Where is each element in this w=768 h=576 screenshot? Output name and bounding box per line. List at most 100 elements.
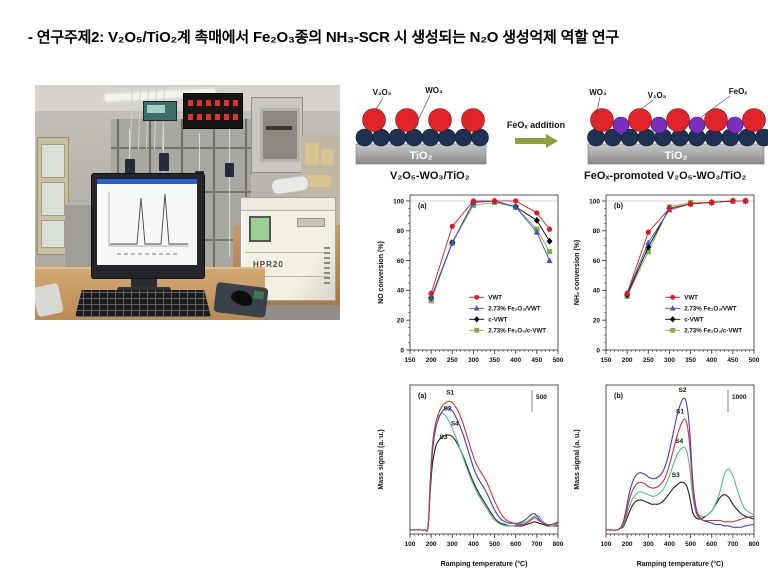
svg-text:500: 500 [685,541,696,548]
svg-text:100: 100 [393,198,404,205]
svg-text:800: 800 [553,541,564,548]
svg-text:NO conversion (%): NO conversion (%) [378,241,385,304]
ms-model-label: HPR20 [253,260,284,269]
svg-text:400: 400 [468,541,479,548]
svg-text:c-VWT: c-VWT [488,317,507,324]
svg-text:80: 80 [593,228,601,235]
svg-text:100: 100 [601,541,612,548]
controller-box [143,101,177,121]
frame-post [213,119,215,287]
svg-text:200: 200 [426,541,437,548]
lab-photo: HPR20 [35,85,340,320]
label-wo3: WO₃ [589,88,607,97]
svg-text:0: 0 [400,347,404,354]
svg-text:(b): (b) [614,203,623,210]
controller-screen [147,105,165,113]
svg-text:300: 300 [664,357,675,364]
svg-text:Ramping temperature (°C): Ramping temperature (°C) [441,560,528,568]
svg-text:300: 300 [643,541,654,548]
gas-tube [229,127,230,257]
svg-text:NH₃ conversion (%): NH₃ conversion (%) [574,240,581,305]
svg-text:300: 300 [447,541,458,548]
svg-text:300: 300 [468,357,479,364]
svg-text:60: 60 [397,258,405,265]
mass-signal-chart-a: 100 200 300 400 500 600 700 800 Mass signal (a. … [378,384,564,568]
led-readout [188,100,238,106]
svg-text:800: 800 [749,541,760,548]
svg-text:S1: S1 [676,408,684,415]
svg-text:500: 500 [536,394,547,401]
label-feox: FeOₓ [729,87,748,96]
svg-text:S2: S2 [444,406,452,413]
svg-text:S1: S1 [446,389,454,396]
svg-text:600: 600 [510,541,521,548]
svg-text:200: 200 [426,357,437,364]
svg-text:0: 0 [596,347,600,354]
svg-text:40: 40 [397,288,405,295]
svg-text:S4: S4 [451,421,459,428]
no-conversion-chart: 150 200 250 300 350 400 450 500 0 20 40 60 80 100 NO c… [378,194,564,364]
label-v2o5: V₂O₅ [373,88,392,97]
svg-text:(a): (a) [418,393,427,400]
svg-text:100: 100 [589,198,600,205]
svg-text:400: 400 [664,541,675,548]
monitor-screen [97,179,197,265]
gas-flow-display-panel [183,93,243,129]
svg-text:Ramping temperature (°C): Ramping temperature (°C) [637,560,724,568]
screen-chart [108,192,189,255]
svg-text:450: 450 [531,357,542,364]
svg-text:80: 80 [397,228,405,235]
valve [225,163,234,177]
arrow-label: FeOₓ addition [507,120,565,130]
svg-text:S3: S3 [672,472,680,479]
tube-furnace [251,97,303,173]
mouse-pad-logo [253,290,265,300]
led-readout [188,114,238,120]
slide-title: - 연구주제2: V₂O₅/TiO₂계 촉매에서 Fe₂O₃종의 NH₃-SCR… [28,29,619,46]
svg-text:350: 350 [685,357,696,364]
catalyst-diagram: V₂O₅ WO₃ TiO₂ FeOₓ addition WO₃ [355,86,768,165]
monitor-stand [131,277,157,289]
ms-vents [324,244,330,284]
tio2-support [355,143,487,165]
ms-panel-line [245,252,329,253]
ms-slot [297,218,325,227]
chart-title-feox-vwt: FeOₓ-promoted V₂O₅-WO₃/TiO₂ [584,170,747,182]
svg-text:40: 40 [593,288,601,295]
svg-text:S4: S4 [675,438,683,445]
svg-text:20: 20 [397,317,405,324]
valve [125,159,135,175]
svg-text:VWT: VWT [684,295,698,302]
svg-text:2.73% Fe₂O₃/VWT: 2.73% Fe₂O₃/VWT [684,306,737,313]
diagram-vwt: V₂O₅ WO₃ TiO₂ [355,86,489,165]
mass-signal-chart-b: 100 200 300 400 500 600 700 800 Mass signal (a. … [574,384,760,568]
frame-rail [111,147,251,149]
furnace-rod [266,126,292,130]
ms-display [249,216,271,242]
svg-text:(a): (a) [418,203,427,210]
svg-text:150: 150 [405,357,416,364]
svg-text:(b): (b) [614,393,623,400]
svg-text:2.73% Fe₂O₃/c-VWT: 2.73% Fe₂O₃/c-VWT [684,328,742,335]
shelf-item [321,149,333,165]
svg-text:200: 200 [622,357,633,364]
svg-text:2.73% Fe₂O₃/VWT: 2.73% Fe₂O₃/VWT [488,306,541,313]
arrow-icon [515,134,558,148]
svg-text:200: 200 [622,541,633,548]
label-tio2: TiO₂ [664,150,687,162]
monitor [91,173,205,279]
svg-text:60: 60 [593,258,601,265]
svg-text:450: 450 [727,357,738,364]
svg-text:VWT: VWT [488,295,502,302]
diagram-feox-vwt: WO₃ V₂O₅ FeOₓ TiO₂ [587,87,768,165]
keyboard [75,290,211,317]
svg-text:500: 500 [489,541,500,548]
cabinet-pane [41,182,65,216]
svg-text:250: 250 [447,357,458,364]
glass-cabinet [37,137,69,255]
svg-text:100: 100 [405,541,416,548]
svg-text:20: 20 [593,317,601,324]
svg-text:500: 500 [749,357,760,364]
nh3-conversion-chart: 150 200 250 300 350 400 450 500 0 20 40 60 80 100 NH₃ … [574,194,760,364]
